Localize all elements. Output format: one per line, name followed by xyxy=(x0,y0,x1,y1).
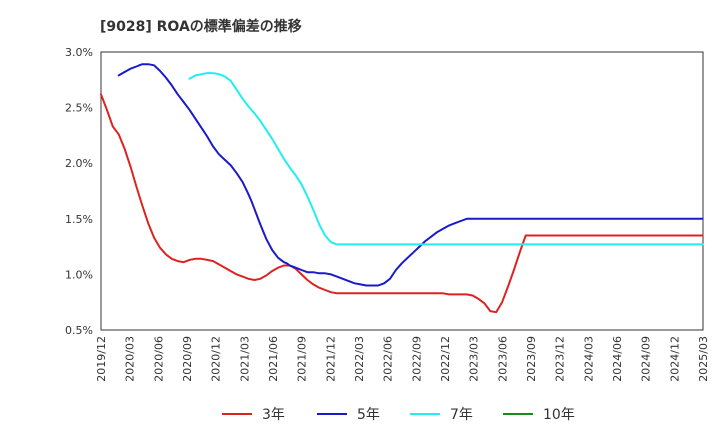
x-tick-label: 2020/03 xyxy=(124,336,137,382)
legend-label: 3年 xyxy=(262,407,285,423)
x-tick-label: 2021/06 xyxy=(267,336,280,382)
y-tick-label: 3.0% xyxy=(65,46,93,59)
x-tick-label: 2022/03 xyxy=(353,336,366,382)
x-axis: 2019/12 2020/03 2020/06 2020/09 2020/12 2021/… xyxy=(95,336,710,382)
legend-label: 5年 xyxy=(357,407,380,423)
legend-label: 7年 xyxy=(450,407,473,423)
y-tick-label: 1.5% xyxy=(65,213,93,226)
x-tick-label: 2021/09 xyxy=(296,336,309,382)
y-axis: 0.5% 1.0% 1.5% 2.0% 2.5% 3.0% xyxy=(65,46,93,337)
series-line-3 xyxy=(188,72,704,246)
x-tick-label: 2024/09 xyxy=(640,336,653,382)
plot-area xyxy=(101,52,703,330)
series-line-2 xyxy=(117,63,704,287)
x-tick-label: 2024/12 xyxy=(668,336,681,382)
x-tick-label: 2020/06 xyxy=(152,336,165,382)
y-tick-label: 2.5% xyxy=(65,102,93,115)
series-line-1 xyxy=(100,93,704,314)
x-tick-label: 2021/12 xyxy=(324,336,337,382)
x-tick-label: 2023/06 xyxy=(496,336,509,382)
x-tick-label: 2020/12 xyxy=(210,336,223,382)
x-tick-label: 2020/09 xyxy=(181,336,194,382)
y-tick-label: 2.0% xyxy=(65,157,93,170)
x-tick-label: 2022/12 xyxy=(439,336,452,382)
x-tick-label: 2024/06 xyxy=(611,336,624,382)
x-tick-label: 2023/03 xyxy=(468,336,481,382)
y-tick-label: 0.5% xyxy=(65,324,93,337)
plot-border xyxy=(100,51,704,331)
plot-frame xyxy=(100,51,704,331)
y-tick-label: 1.0% xyxy=(65,268,93,281)
x-tick-label: 2023/09 xyxy=(525,336,538,382)
x-tick-label: 2019/12 xyxy=(95,336,108,382)
x-tick-label: 2025/03 xyxy=(697,336,710,382)
x-tick-label: 2022/09 xyxy=(410,336,423,382)
x-tick-label: 2023/12 xyxy=(554,336,567,382)
x-tick-label: 2024/03 xyxy=(582,336,595,382)
series-group xyxy=(100,63,704,314)
legend-label: 10年 xyxy=(543,407,575,423)
chart-title: [9028] ROAの標準偏差の推移 xyxy=(100,18,302,35)
legend: 3年 5年 7年 10年 xyxy=(222,407,575,423)
x-tick-label: 2021/03 xyxy=(238,336,251,382)
x-tick-label: 2022/06 xyxy=(382,336,395,382)
